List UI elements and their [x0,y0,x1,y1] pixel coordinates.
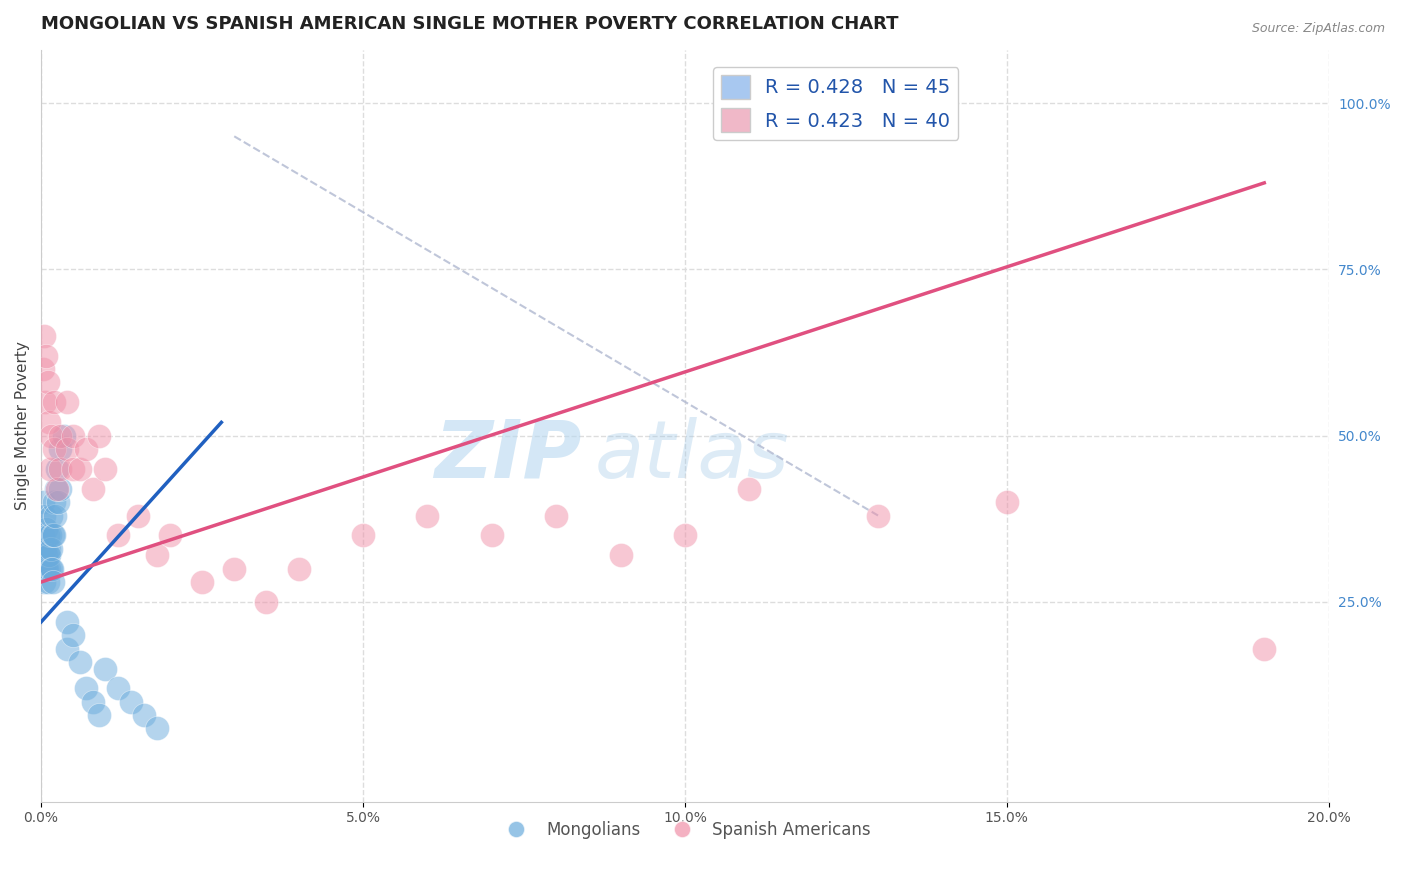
Point [49,428,72,442]
Point [49,442,72,456]
Point [45,482,67,496]
Point [42,575,65,590]
Point [39,462,62,476]
Point [75,442,97,456]
Point [107,528,129,542]
Point [41,528,63,542]
Point [62,462,84,476]
Point [69,655,91,669]
Point [32,362,55,376]
Point [56,615,79,629]
Y-axis label: Single Mother Poverty: Single Mother Poverty [15,342,30,510]
Point [35,522,58,536]
Point [107,681,129,696]
Point [56,395,79,409]
Point [75,681,97,696]
Point [82,482,104,496]
Point [38,416,60,430]
Point [46,482,69,496]
Point [41,428,63,442]
Point [31,549,53,563]
Point [46,495,69,509]
Point [46,462,69,476]
Point [120,695,142,709]
Point [49,482,72,496]
Point [34,575,56,590]
Text: atlas: atlas [595,417,790,495]
Point [32,562,55,576]
Point [62,628,84,642]
Point [37,549,59,563]
Point [146,722,169,736]
Point [52,428,75,442]
Point [56,442,79,456]
Point [38,541,60,556]
Point [32,495,55,509]
Point [34,395,56,409]
Text: ZIP: ZIP [434,417,582,495]
Point [34,508,56,523]
Point [62,428,84,442]
Point [38,549,60,563]
Point [738,482,761,496]
Point [287,562,309,576]
Point [94,661,117,675]
Point [37,528,59,542]
Point [94,462,117,476]
Point [481,528,503,542]
Point [132,708,155,723]
Point [159,528,181,542]
Text: Source: ZipAtlas.com: Source: ZipAtlas.com [1251,22,1385,36]
Point [56,641,79,656]
Point [87,428,110,442]
Point [42,495,65,509]
Point [37,575,59,590]
Point [1253,641,1275,656]
Point [416,508,439,523]
Point [34,329,56,343]
Point [87,708,110,723]
Legend: Mongolians, Spanish Americans: Mongolians, Spanish Americans [492,814,877,846]
Point [146,549,169,563]
Point [69,462,91,476]
Point [995,495,1018,509]
Point [41,562,63,576]
Point [42,442,65,456]
Point [42,528,65,542]
Point [39,508,62,523]
Point [34,541,56,556]
Point [35,349,58,363]
Point [546,508,568,523]
Point [352,528,374,542]
Point [254,595,277,609]
Point [224,562,246,576]
Point [127,508,149,523]
Point [34,562,56,576]
Point [32,528,55,542]
Point [35,549,58,563]
Text: MONGOLIAN VS SPANISH AMERICAN SINGLE MOTHER POVERTY CORRELATION CHART: MONGOLIAN VS SPANISH AMERICAN SINGLE MOT… [41,15,898,33]
Point [37,376,59,390]
Point [39,562,62,576]
Point [82,695,104,709]
Point [39,528,62,542]
Point [609,549,631,563]
Point [42,395,65,409]
Point [41,541,63,556]
Point [44,508,66,523]
Point [191,575,214,590]
Point [35,562,58,576]
Point [49,462,72,476]
Point [866,508,889,523]
Point [38,562,60,576]
Point [673,528,696,542]
